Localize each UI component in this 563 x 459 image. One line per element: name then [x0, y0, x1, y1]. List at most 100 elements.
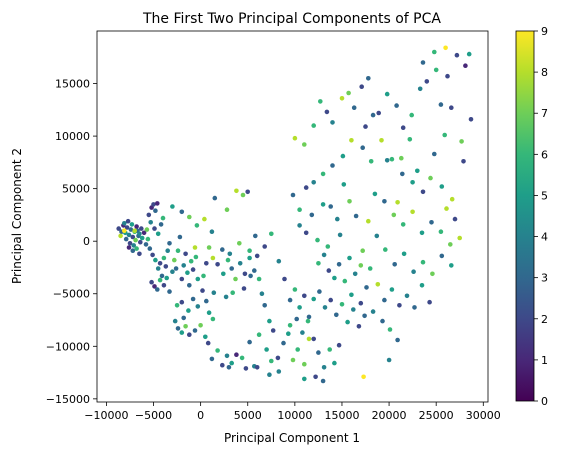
scatter-point — [438, 102, 444, 107]
scatter-point — [248, 273, 253, 279]
scatter-point — [133, 237, 138, 243]
scatter-point — [188, 258, 194, 264]
scatter-point — [229, 360, 234, 366]
scatter-point — [223, 294, 229, 300]
scatter-point — [322, 305, 328, 310]
scatter-point — [330, 163, 335, 168]
y-tick-label: 10000 — [55, 130, 90, 143]
scatter-point — [395, 200, 400, 205]
scatter-point — [123, 236, 129, 242]
scatter-point — [158, 222, 164, 227]
scatter-point — [148, 220, 153, 225]
scatter-point — [339, 302, 345, 307]
scatter-point — [297, 305, 302, 310]
scatter-point — [125, 218, 131, 224]
scatter-point — [234, 352, 239, 358]
scatter-point — [452, 216, 458, 222]
scatter-point — [165, 248, 170, 253]
scatter-point — [407, 137, 413, 142]
colorbar-tick-label: 1 — [541, 354, 548, 367]
scatter-point — [380, 318, 385, 324]
x-tick-label: 30000 — [466, 409, 501, 422]
scatter-point — [270, 328, 276, 333]
scatter-point — [157, 277, 163, 283]
scatter-point — [294, 316, 300, 322]
scatter-point — [175, 326, 181, 331]
scatter-point — [157, 261, 163, 266]
scatter-point — [448, 242, 453, 247]
scatter-point — [292, 287, 298, 292]
scatter-point — [325, 244, 331, 249]
colorbar-tick-label: 9 — [541, 25, 548, 38]
scatter-point — [328, 297, 334, 303]
scatter-point — [130, 248, 136, 253]
scatter-point — [297, 207, 302, 212]
scatter-point — [389, 287, 395, 292]
scatter-point — [226, 365, 232, 370]
scatter-point — [337, 232, 343, 238]
scatter-point — [224, 207, 230, 212]
colorbar-tick-label: 5 — [541, 189, 548, 202]
scatter-point — [444, 206, 449, 211]
scatter-point — [424, 79, 430, 84]
scatter-point — [229, 266, 234, 271]
scatter-point — [372, 191, 378, 197]
scatter-point — [370, 309, 376, 314]
scatter-point — [303, 185, 309, 190]
scatter-point — [187, 214, 192, 220]
scatter-point — [345, 319, 350, 325]
scatter-point — [391, 212, 397, 218]
scatter-point — [457, 235, 463, 241]
scatter-point — [172, 318, 178, 324]
scatter-point — [147, 246, 153, 251]
scatter-point — [428, 175, 433, 181]
scatter-point — [309, 212, 315, 218]
scatter-point — [126, 245, 132, 250]
scatter-point — [410, 180, 415, 185]
scatter-point — [253, 233, 258, 239]
scatter-point — [130, 234, 136, 240]
scatter-point — [432, 151, 437, 157]
scatter-points — [116, 45, 474, 384]
scatter-point — [384, 91, 390, 97]
scatter-point — [400, 222, 406, 227]
scatter-point — [183, 251, 188, 257]
scatter-point — [361, 374, 366, 380]
scatter-point — [131, 243, 136, 248]
scatter-point — [187, 332, 192, 338]
scatter-point — [315, 237, 320, 243]
chart-title: The First Two Principal Components of PC… — [142, 11, 441, 27]
scatter-point — [143, 242, 149, 247]
scatter-point — [152, 226, 157, 231]
scatter-point — [187, 283, 192, 288]
scatter-point — [463, 63, 468, 68]
scatter-point — [118, 233, 123, 239]
scatter-point — [183, 324, 188, 329]
scatter-point — [134, 246, 139, 251]
scatter-point — [224, 353, 230, 359]
scatter-point — [230, 290, 235, 296]
x-tick-label: −5000 — [135, 409, 172, 422]
colorbar-tick-label: 3 — [541, 272, 548, 285]
x-axis-ticks: −10000 −5000 0 5000 10000 15000 20000 25000 3000… — [84, 402, 501, 422]
scatter-point — [442, 132, 448, 138]
scatter-point — [466, 51, 472, 57]
scatter-point — [375, 282, 381, 287]
scatter-point — [185, 270, 190, 276]
scatter-point — [155, 201, 160, 206]
scatter-point — [341, 182, 347, 187]
scatter-point — [127, 241, 133, 246]
scatter-point — [209, 229, 215, 234]
y-tick-label: 0 — [83, 235, 90, 248]
scatter-point — [262, 244, 268, 249]
scatter-point — [237, 261, 243, 266]
colorbar-tick-label: 6 — [541, 148, 548, 161]
colorbar-tick-label: 4 — [541, 231, 548, 244]
scatter-point — [247, 339, 252, 345]
scatter-point — [336, 342, 342, 348]
scatter-point — [335, 216, 340, 222]
scatter-point — [241, 286, 247, 291]
scatter-point — [137, 251, 142, 257]
x-tick-label: 15000 — [324, 409, 359, 422]
